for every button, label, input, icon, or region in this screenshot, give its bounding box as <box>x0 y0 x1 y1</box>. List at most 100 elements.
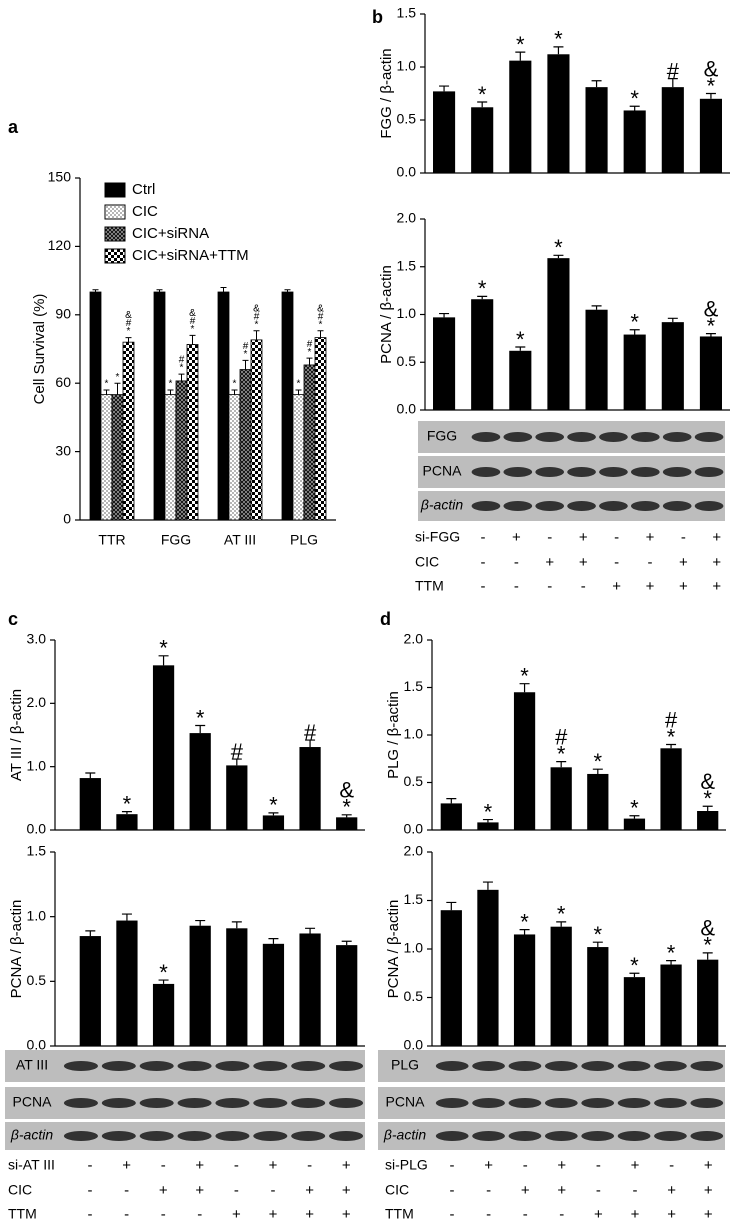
blot-band <box>508 1131 542 1141</box>
treatment-sign: + <box>557 1157 566 1174</box>
y-axis-title: PCNA / β-actin <box>385 900 402 999</box>
blot-band <box>329 1061 364 1071</box>
bar <box>471 299 494 410</box>
treatment-label: TTM <box>415 578 444 594</box>
error-bar <box>553 46 564 55</box>
bar <box>513 934 536 1046</box>
bar <box>587 773 609 830</box>
y-tick-label: 1.0 <box>397 305 417 321</box>
y-tick-label: 3.0 <box>27 631 47 647</box>
error-bar <box>556 921 567 927</box>
bar <box>697 959 719 1046</box>
legend-label: CIC+siRNA+TTM <box>132 247 249 264</box>
significance-mark: * <box>520 664 529 689</box>
blot-band <box>472 1061 505 1071</box>
treatment-sign: + <box>704 1206 713 1223</box>
bar <box>550 767 572 830</box>
error-bar <box>515 51 526 61</box>
error-bar <box>482 881 493 890</box>
blot-band <box>471 467 501 477</box>
treatment-sign: + <box>679 578 688 595</box>
error-bar <box>114 382 121 395</box>
bar <box>477 889 499 1046</box>
blot-band <box>535 501 565 511</box>
treatment-sign: + <box>122 1157 131 1174</box>
bar <box>152 983 175 1046</box>
significance-mark: * <box>594 749 603 774</box>
significance-mark: * <box>244 349 248 360</box>
treatment-sign: + <box>512 529 521 546</box>
bar <box>299 747 321 830</box>
blot-band <box>535 432 565 442</box>
bar <box>433 91 456 173</box>
blot-band <box>503 501 533 511</box>
treatment-label: si-PLG <box>385 1157 428 1173</box>
treatment-sign: + <box>305 1206 314 1223</box>
bar <box>661 322 684 410</box>
treatment-sign: - <box>88 1182 93 1199</box>
blot-band <box>291 1098 326 1108</box>
blot-band <box>101 1131 136 1141</box>
blot-label: FGG <box>427 428 457 444</box>
panel-label: a <box>8 117 19 137</box>
bar <box>250 339 263 521</box>
treatment-sign: - <box>481 554 486 571</box>
bar <box>111 394 124 521</box>
bar <box>509 350 532 410</box>
bar <box>699 336 722 410</box>
treatment-sign: + <box>631 1206 640 1223</box>
blot-band <box>253 1131 288 1141</box>
error-bar <box>629 815 640 819</box>
blot-band <box>535 467 565 477</box>
significance-mark: # <box>126 318 132 329</box>
significance-mark: * <box>196 705 205 730</box>
treatment-sign: - <box>88 1157 93 1174</box>
significance-mark: & <box>253 303 260 314</box>
x-tick-label: PLG <box>290 532 318 548</box>
blot-band <box>177 1098 212 1108</box>
blot-band <box>581 1061 615 1071</box>
bar <box>336 945 358 1046</box>
y-tick-label: 1.5 <box>404 678 424 694</box>
blot-band <box>654 1131 687 1141</box>
treatment-sign: + <box>342 1206 351 1223</box>
treatment-sign: - <box>197 1206 202 1223</box>
treatment-label: TTM <box>385 1206 414 1222</box>
bar <box>623 818 646 830</box>
y-tick-label: 90 <box>55 306 71 322</box>
treatment-sign: - <box>486 1206 491 1223</box>
treatment-sign: - <box>523 1206 528 1223</box>
treatment-sign: - <box>614 554 619 571</box>
blot-label: PLG <box>391 1057 419 1073</box>
error-bar <box>519 683 530 693</box>
error-bar <box>702 952 713 960</box>
significance-mark: # <box>231 739 244 764</box>
bar <box>440 910 462 1046</box>
blot-band <box>654 1061 687 1071</box>
y-tick-label: 1.5 <box>397 257 417 273</box>
y-tick-label: 0.5 <box>397 111 417 127</box>
x-tick-label: FGG <box>161 532 191 548</box>
y-tick-label: 1.5 <box>397 5 417 21</box>
blot-band <box>215 1098 250 1108</box>
bar <box>89 291 102 521</box>
error-bar <box>667 317 678 323</box>
significance-mark: * <box>191 324 195 335</box>
significance-mark: * <box>159 960 168 985</box>
error-bar <box>268 938 279 944</box>
error-bar <box>121 811 132 815</box>
bar <box>79 936 101 1046</box>
bar <box>661 87 684 173</box>
error-bar <box>446 798 457 804</box>
significance-mark: # <box>254 311 260 322</box>
treatment-sign: - <box>559 1206 564 1223</box>
significance-mark: * <box>484 799 493 824</box>
error-bar <box>268 812 279 816</box>
blot-band <box>617 1131 651 1141</box>
treatment-sign: + <box>612 578 621 595</box>
blot-band <box>599 467 628 477</box>
y-tick-label: 0.5 <box>397 353 417 369</box>
significance-mark: * <box>180 363 184 374</box>
blot-band <box>435 1098 469 1108</box>
